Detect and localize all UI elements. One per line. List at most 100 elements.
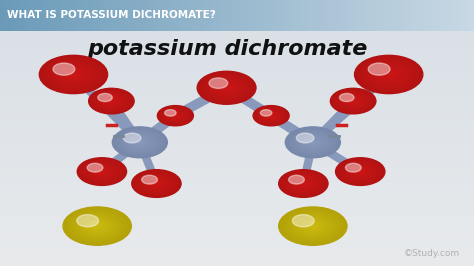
Bar — [36, 0, 38, 31]
Circle shape — [282, 209, 344, 244]
Circle shape — [360, 59, 417, 90]
Circle shape — [102, 96, 121, 106]
Bar — [410, 0, 412, 31]
Bar — [265, 0, 268, 31]
Circle shape — [351, 100, 355, 102]
Bar — [114, 0, 116, 31]
Circle shape — [283, 172, 324, 195]
Bar — [213, 0, 216, 31]
Circle shape — [356, 169, 365, 174]
Circle shape — [289, 176, 318, 192]
Bar — [289, 0, 292, 31]
Bar — [327, 0, 329, 31]
Bar — [147, 0, 149, 31]
Circle shape — [264, 111, 279, 120]
Bar — [137, 0, 140, 31]
Bar — [204, 0, 206, 31]
Bar — [73, 0, 76, 31]
Bar — [346, 0, 348, 31]
Bar — [393, 0, 396, 31]
Circle shape — [174, 115, 177, 117]
Circle shape — [159, 106, 192, 125]
Bar — [398, 0, 401, 31]
Bar — [301, 0, 303, 31]
Bar — [182, 0, 185, 31]
Bar — [17, 0, 19, 31]
Circle shape — [62, 68, 85, 81]
Bar — [28, 0, 31, 31]
Circle shape — [293, 215, 333, 237]
Circle shape — [202, 74, 251, 102]
Circle shape — [197, 71, 256, 104]
Circle shape — [74, 213, 120, 239]
Circle shape — [296, 217, 330, 236]
Bar — [339, 0, 341, 31]
Bar — [358, 0, 360, 31]
Bar — [365, 0, 367, 31]
Circle shape — [65, 70, 82, 79]
Bar — [0, 0, 2, 31]
Bar — [427, 0, 429, 31]
Circle shape — [142, 176, 171, 192]
Bar — [90, 0, 92, 31]
Bar — [322, 0, 325, 31]
Bar — [142, 0, 145, 31]
Bar — [465, 0, 467, 31]
Circle shape — [342, 95, 365, 107]
Circle shape — [297, 180, 310, 187]
Circle shape — [288, 128, 338, 156]
Bar — [156, 0, 159, 31]
Circle shape — [296, 133, 314, 143]
Circle shape — [279, 207, 347, 245]
Circle shape — [368, 63, 390, 75]
Bar — [59, 0, 62, 31]
Bar — [424, 0, 427, 31]
Bar — [348, 0, 351, 31]
Circle shape — [142, 175, 157, 184]
Circle shape — [349, 99, 357, 103]
Circle shape — [308, 140, 318, 145]
Bar — [21, 0, 24, 31]
Bar — [126, 0, 128, 31]
Bar — [258, 0, 261, 31]
Circle shape — [346, 164, 374, 180]
Bar — [438, 0, 441, 31]
Circle shape — [94, 92, 128, 111]
Bar — [334, 0, 337, 31]
Bar — [102, 0, 104, 31]
Circle shape — [293, 178, 314, 189]
Bar — [287, 0, 289, 31]
Bar — [268, 0, 270, 31]
Circle shape — [355, 55, 423, 94]
Circle shape — [162, 108, 189, 123]
Circle shape — [87, 163, 103, 172]
Bar — [462, 0, 465, 31]
Circle shape — [304, 221, 321, 231]
Circle shape — [337, 159, 383, 184]
Bar — [50, 0, 52, 31]
Circle shape — [85, 162, 118, 181]
Bar — [294, 0, 296, 31]
Circle shape — [56, 65, 91, 84]
Bar — [386, 0, 389, 31]
Bar — [396, 0, 398, 31]
Bar — [19, 0, 21, 31]
Bar — [315, 0, 318, 31]
Bar — [121, 0, 123, 31]
Circle shape — [292, 215, 314, 227]
Circle shape — [42, 57, 105, 92]
Bar — [263, 0, 265, 31]
Circle shape — [119, 131, 160, 154]
Circle shape — [79, 159, 125, 184]
Bar — [273, 0, 275, 31]
Bar — [24, 0, 26, 31]
Bar — [140, 0, 142, 31]
Circle shape — [165, 110, 186, 122]
Circle shape — [86, 220, 109, 232]
Bar — [277, 0, 280, 31]
Circle shape — [287, 174, 320, 193]
Circle shape — [347, 98, 359, 104]
Bar — [419, 0, 422, 31]
Bar — [230, 0, 232, 31]
Circle shape — [344, 96, 363, 106]
